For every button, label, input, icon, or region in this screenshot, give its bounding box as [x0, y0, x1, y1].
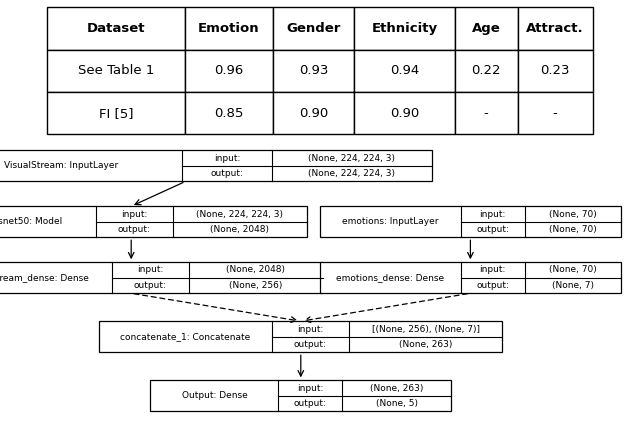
Text: output:: output:: [211, 169, 244, 178]
Text: input:: input:: [214, 154, 241, 163]
Text: (None, 70): (None, 70): [549, 266, 596, 274]
Text: input:: input:: [297, 384, 324, 392]
Text: VisualStream: InputLayer: VisualStream: InputLayer: [4, 161, 118, 170]
Text: (None, 70): (None, 70): [549, 225, 596, 234]
Bar: [0, 262, 323, 293]
Bar: [320, 262, 621, 293]
Text: (None, 7): (None, 7): [552, 281, 594, 290]
Text: (None, 263): (None, 263): [399, 340, 452, 349]
Text: [(None, 256), (None, 7)]: [(None, 256), (None, 7)]: [372, 325, 479, 333]
Text: output:: output:: [476, 225, 509, 234]
Text: (None, 256): (None, 256): [229, 281, 283, 290]
Text: input:: input:: [297, 325, 324, 333]
Text: input:: input:: [479, 266, 506, 274]
Text: emotions: InputLayer: emotions: InputLayer: [342, 217, 438, 226]
Text: input:: input:: [479, 210, 506, 218]
Bar: [99, 321, 502, 353]
Text: (None, 224, 224, 3): (None, 224, 224, 3): [196, 210, 284, 218]
Text: output:: output:: [118, 225, 151, 234]
Text: (None, 263): (None, 263): [370, 384, 424, 392]
Text: output:: output:: [294, 399, 327, 408]
Text: (None, 2048): (None, 2048): [211, 225, 269, 234]
Text: resnet50: Model: resnet50: Model: [0, 217, 62, 226]
Text: emotions_dense: Dense: emotions_dense: Dense: [337, 273, 444, 282]
Text: output:: output:: [476, 281, 509, 290]
Bar: [0, 151, 432, 182]
Text: (None, 5): (None, 5): [376, 399, 418, 408]
Text: Output: Dense: Output: Dense: [182, 391, 247, 400]
Text: output:: output:: [134, 281, 167, 290]
Text: (None, 224, 224, 3): (None, 224, 224, 3): [308, 154, 396, 163]
Text: input:: input:: [137, 266, 164, 274]
Text: concatenate_1: Concatenate: concatenate_1: Concatenate: [120, 332, 251, 341]
Text: (None, 70): (None, 70): [549, 210, 596, 218]
Text: VisualStream_dense: Dense: VisualStream_dense: Dense: [0, 273, 88, 282]
Bar: [0, 206, 307, 238]
Text: output:: output:: [294, 340, 327, 349]
Text: (None, 2048): (None, 2048): [227, 266, 285, 274]
Text: (None, 224, 224, 3): (None, 224, 224, 3): [308, 169, 396, 178]
Bar: [150, 380, 451, 411]
Text: input:: input:: [121, 210, 148, 218]
Bar: [320, 206, 621, 238]
